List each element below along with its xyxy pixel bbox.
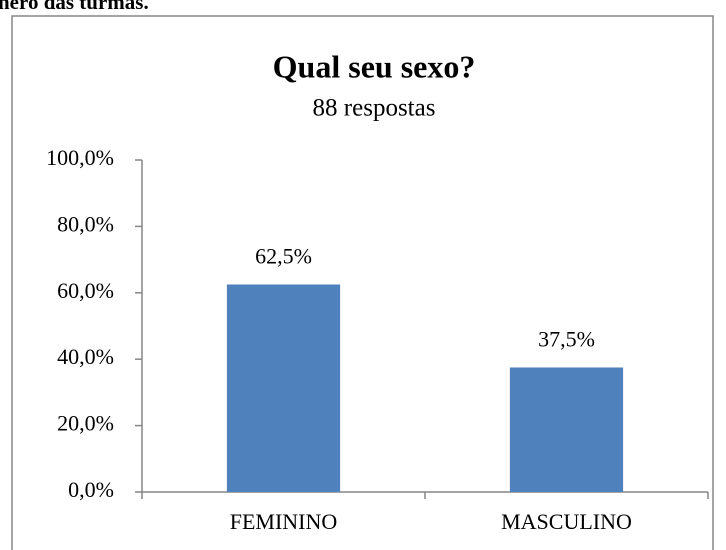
chart-title: Qual seu sexo? bbox=[273, 48, 476, 84]
y-tick-label: 0,0% bbox=[68, 477, 114, 502]
caption: nero das turmas. bbox=[0, 0, 149, 14]
y-tick-label: 20,0% bbox=[57, 411, 114, 436]
bar bbox=[226, 284, 341, 492]
data-label: 37,5% bbox=[538, 327, 595, 352]
y-tick-label: 40,0% bbox=[57, 344, 114, 369]
y-tick-label: 80,0% bbox=[57, 211, 114, 236]
x-tick-label: MASCULINO bbox=[501, 509, 632, 534]
y-tick-label: 60,0% bbox=[57, 278, 114, 303]
x-tick-label: FEMININO bbox=[230, 509, 338, 534]
bar bbox=[509, 367, 624, 492]
data-label: 62,5% bbox=[255, 244, 312, 269]
chart-subtitle: 88 respostas bbox=[313, 95, 436, 122]
y-tick-label: 100,0% bbox=[46, 145, 114, 170]
